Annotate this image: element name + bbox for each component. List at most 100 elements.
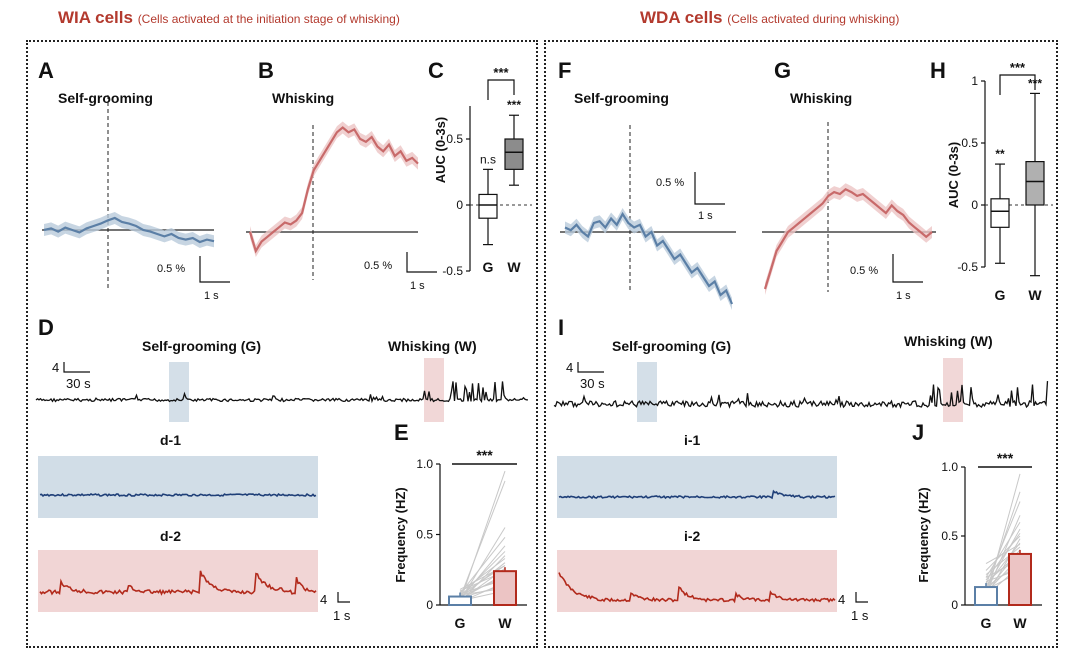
label-d-whisking: Whisking (W) (388, 338, 477, 354)
highlight-whisking-d (424, 358, 444, 422)
panel-letter-i: I (558, 315, 565, 340)
scalebar-b-y: 0.5 % (364, 260, 393, 272)
label-d2: d-2 (160, 528, 181, 544)
trace-mean-line-f (564, 211, 734, 305)
wda-subtitle: (Cells activated during whisking) (727, 12, 900, 26)
bar-ytick-label-j: 0 (951, 598, 958, 612)
wia-subtitle: (Cells activated at the initiation stage… (137, 12, 400, 26)
box-xlabel-h-w: W (1028, 287, 1042, 303)
box-annotation-h-g: ** (995, 147, 1005, 161)
zoom-bg-d2 (38, 550, 318, 612)
highlight-grooming-i (637, 362, 657, 422)
scalebar-f-x: 1 s (698, 210, 713, 222)
box-ylabel-c: AUC (0-3s) (433, 117, 448, 183)
box-bracket-label-c: *** (493, 65, 509, 80)
left-group-box (26, 40, 538, 648)
zoom-bg-i2 (557, 550, 837, 612)
box-bracket-label-h: *** (1010, 60, 1026, 75)
panel-letter-f: F (558, 58, 572, 83)
bar-xlabel-e-g: G (455, 615, 466, 631)
box-annotation-c-g: n.s (480, 152, 496, 166)
bar-ylabel-e: Frequency (HZ) (393, 487, 408, 582)
highlight-whisking-i (943, 358, 963, 422)
trace-sem-band-g (765, 183, 932, 295)
bar-pair-line-e (459, 551, 506, 597)
bar-j-g (974, 586, 998, 606)
bar-ytick-label-e: 0.5 (416, 528, 433, 542)
box-xlabel-c-g: G (483, 259, 494, 275)
scalebar-a-y: 0.5 % (157, 263, 186, 275)
bar-ytick-label-j: 1.0 (941, 460, 958, 474)
right-group-title: WDA cells (Cells activated during whiski… (640, 8, 899, 28)
label-f-self-grooming: Self-grooming (574, 90, 669, 106)
scale-bar-dd (337, 592, 350, 603)
bar-j-w (1008, 552, 1032, 607)
bar-bracket-label-e: *** (476, 447, 493, 463)
bar-pair-line-e (459, 470, 506, 603)
label-i1: i-1 (684, 432, 701, 448)
scale-bar-i (577, 362, 604, 373)
right-group-box (544, 40, 1058, 648)
zoom-bg-d1 (38, 456, 318, 518)
panel-letter-e: E (394, 420, 409, 445)
label-i2: i-2 (684, 528, 701, 544)
bar-xlabel-j-w: W (1013, 615, 1027, 631)
zoom-trace-i1 (558, 489, 836, 500)
bar-e-w (493, 570, 517, 606)
highlight-grooming-d (169, 362, 189, 422)
box-annotation-c-w: *** (507, 98, 521, 112)
left-group-title: WIA cells (Cells activated at the initia… (58, 8, 400, 28)
bar-pair-line-j (985, 543, 1021, 565)
box-ytick-label-h: 1 (971, 74, 978, 88)
scale-bar-ii (855, 592, 868, 603)
bar-pair-line-j (985, 515, 1021, 595)
box-ytick-label-c: -0.5 (442, 264, 463, 278)
bar-e-g (448, 595, 472, 606)
scale-bar-d (63, 362, 90, 373)
label-i-whisking: Whisking (W) (904, 333, 993, 349)
scalebar-ii-x: 1 s (851, 608, 869, 623)
trace-sem-band-f (565, 208, 732, 310)
box-bracket-c (487, 79, 515, 100)
panel-letter-g: G (774, 58, 792, 83)
bar-bracket-label-j: *** (997, 450, 1014, 466)
bar-pair-line-j (985, 535, 1021, 571)
box-xlabel-h-g: G (995, 287, 1006, 303)
panel-letter-b: B (258, 58, 274, 83)
box-ytick-label-h: -0.5 (957, 260, 978, 274)
box-iqr-h-g (990, 198, 1010, 228)
label-i-grooming: Self-grooming (G) (612, 338, 731, 354)
label-a-self-grooming: Self-grooming (58, 90, 153, 106)
box-ytick-label-h: 0 (971, 198, 978, 212)
zoom-trace-d2 (39, 570, 317, 596)
scale-bar-b (406, 252, 437, 273)
scalebar-f-y: 0.5 % (656, 177, 685, 189)
scalebar-ii-y: 4 (838, 592, 846, 607)
trace-mean-line-a (43, 216, 215, 244)
scalebar-dd-y: 4 (320, 592, 328, 607)
bar-ytick-label-e: 1.0 (416, 457, 433, 471)
box-ylabel-h: AUC (0-3s) (946, 142, 961, 208)
box-iqr-h-w (1025, 161, 1045, 206)
bar-pair-line-e (459, 537, 506, 595)
panel-letter-c: C (428, 58, 444, 83)
zoom-trace-d1 (39, 492, 317, 498)
box-ytick-label-h: 0.5 (961, 136, 978, 150)
bar-pair-line-e (459, 565, 506, 590)
scalebar-a-x: 1 s (204, 290, 219, 302)
calcium-trace-d (35, 381, 529, 404)
bar-pair-line-e (459, 480, 506, 599)
bar-ytick-label-j: 0.5 (941, 529, 958, 543)
bar-xlabel-e-w: W (498, 615, 512, 631)
trace-sem-band-b (250, 121, 418, 257)
panel-letter-j: J (912, 420, 925, 445)
scale-bar-g (892, 254, 923, 283)
zoom-bg-i1 (557, 456, 837, 518)
box-ytick-label-c: 0.5 (446, 132, 463, 146)
label-g-whisking: Whisking (790, 90, 853, 106)
wia-title: WIA cells (58, 8, 133, 27)
scale-bar-a (199, 256, 230, 283)
box-iqr-c-g (478, 193, 498, 219)
